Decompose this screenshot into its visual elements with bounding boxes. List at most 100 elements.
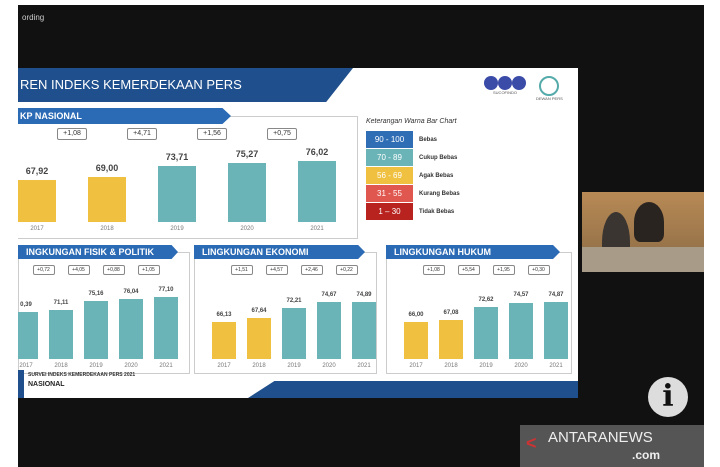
slide-title: REN INDEKS KEMERDEKAAN PERS [18,68,353,102]
delta-badge: +4,05 [67,265,90,275]
panel-title: LINGKUNGAN EKONOMI [194,245,365,259]
year-label: 2017 [30,226,44,232]
delta-badge: +2,46 [300,265,323,275]
delta-badge: +4,57 [265,265,288,275]
value-label: 74,89 [356,291,372,298]
bar-2018 [88,177,126,222]
legend-label: Kurang Bebas [419,190,460,197]
bar-2017 [212,321,236,359]
value-label: 71,11 [53,300,69,307]
bar-2018 [247,318,271,359]
footer-accent [18,370,24,398]
year-label: 2018 [252,363,266,369]
bar-2020 [317,302,341,359]
presentation-slide: REN INDEKS KEMERDEKAAN PERS SUCOFINDO DE… [18,68,578,398]
logos: SUCOFINDO DEWAN PERS [484,76,563,101]
legend-item: 1 – 30 Tidak Bebas [366,203,460,220]
value-label: 72,21 [286,297,302,304]
bar-2019 [282,307,306,359]
national-chart-title: KP NASIONAL [18,108,231,124]
bar-2020 [228,162,266,222]
legend-label: Tidak Bebas [419,208,455,215]
value-label: 72,62 [478,296,494,303]
value-label: 66,13 [216,311,232,318]
bar-2021 [544,301,568,359]
year-label: 2018 [54,363,68,369]
speaker-video [582,192,704,272]
antara-arrow-icon: < [526,433,537,453]
recording-label: ording [22,13,45,22]
delta-badge: +0,22 [335,265,358,275]
panel-2: LINGKUNGAN EKONOMI 66,13 2017 67,64 2018 72,2… [194,245,377,395]
year-label: 2017 [217,363,231,369]
legend-item: 90 - 100 Bebas [366,131,460,148]
legend-swatch: 56 - 69 [366,167,413,184]
legend-swatch: 1 – 30 [366,203,413,220]
value-label: 67,92 [25,165,49,176]
delta-badge: +1,05 [137,265,160,275]
delta-badge: +1,08 [422,265,445,275]
bar-2017 [18,179,56,222]
value-label: 74,67 [321,292,337,299]
value-label: 66,00 [408,312,424,319]
bar-2021 [298,160,336,222]
footer-band [248,381,578,398]
year-label: 2018 [100,226,114,232]
bar-2018 [49,310,73,359]
value-label: 69,00 [95,163,119,174]
legend-swatch: 31 - 55 [366,185,413,202]
year-label: 2017 [409,363,423,369]
delta-badge: +4,71 [127,128,157,140]
year-label: 2020 [240,226,254,232]
panel-title: INGKUNGAN FISIK & POLITIK [18,245,178,259]
legend-item: 70 - 89 Cukup Bebas [366,149,460,166]
year-label: 2021 [159,363,173,369]
panel-chart: 66,00 2017 67,08 2018 72,62 2019 74,57 2020 74,8… [386,261,572,371]
year-label: 2020 [322,363,336,369]
legend-label: Bebas [419,136,438,143]
info-icon[interactable]: i [648,377,688,417]
value-label: 73,71 [165,152,189,163]
bar-2019 [474,306,498,359]
year-label: 2020 [514,363,528,369]
year-label: 2018 [444,363,458,369]
color-legend: Keterangan Warna Bar Chart 90 - 100 Bebas… [366,118,460,221]
value-label: 74,57 [513,292,529,299]
delta-badge: +1,51 [230,265,253,275]
year-label: 2019 [89,363,103,369]
value-label: 0,39 [20,302,32,309]
year-label: 2017 [19,363,33,369]
delta-badge: +5,54 [457,265,480,275]
footer-national: NASIONAL [28,381,65,388]
year-label: 2019 [287,363,301,369]
legend-label: Agak Bebas [419,172,454,179]
bar-2019 [158,166,196,222]
value-label: 75,27 [235,148,259,159]
value-label: 76,02 [305,146,329,157]
panel-1: INGKUNGAN FISIK & POLITIK 0,39 2017 71,11 20… [18,245,190,395]
value-label: 76,04 [123,289,139,296]
footer-survey: SURVEI INDEKS KEMERDEKAAN PERS 2021 [28,372,136,378]
delta-badge: +0,75 [267,128,297,140]
bar-2018 [439,319,463,359]
sucofindo-logo: SUCOFINDO [484,76,526,95]
legend-swatch: 70 - 89 [366,149,413,166]
delta-badge: +1,95 [492,265,515,275]
value-label: 74,87 [548,291,564,298]
year-label: 2019 [170,226,184,232]
bar-2021 [352,301,376,359]
bar-2020 [119,299,143,359]
year-label: 2020 [124,363,138,369]
antara-suffix: .com [632,448,661,462]
delta-badge: +1,56 [197,128,227,140]
national-chart: 67,92 2017 69,00 2018 73,71 2019 75,27 2020 76,0… [18,126,353,236]
delta-badge: +0,72 [32,265,55,275]
year-label: 2021 [549,363,563,369]
delta-badge: +0,30 [527,265,550,275]
year-label: 2019 [479,363,493,369]
value-label: 67,64 [251,308,267,315]
delta-badge: +0,88 [102,265,125,275]
delta-badge: +1,08 [57,128,87,140]
year-label: 2021 [357,363,371,369]
panel-chart: 0,39 2017 71,11 2018 75,16 2019 76,04 2020 77,10… [18,261,190,371]
